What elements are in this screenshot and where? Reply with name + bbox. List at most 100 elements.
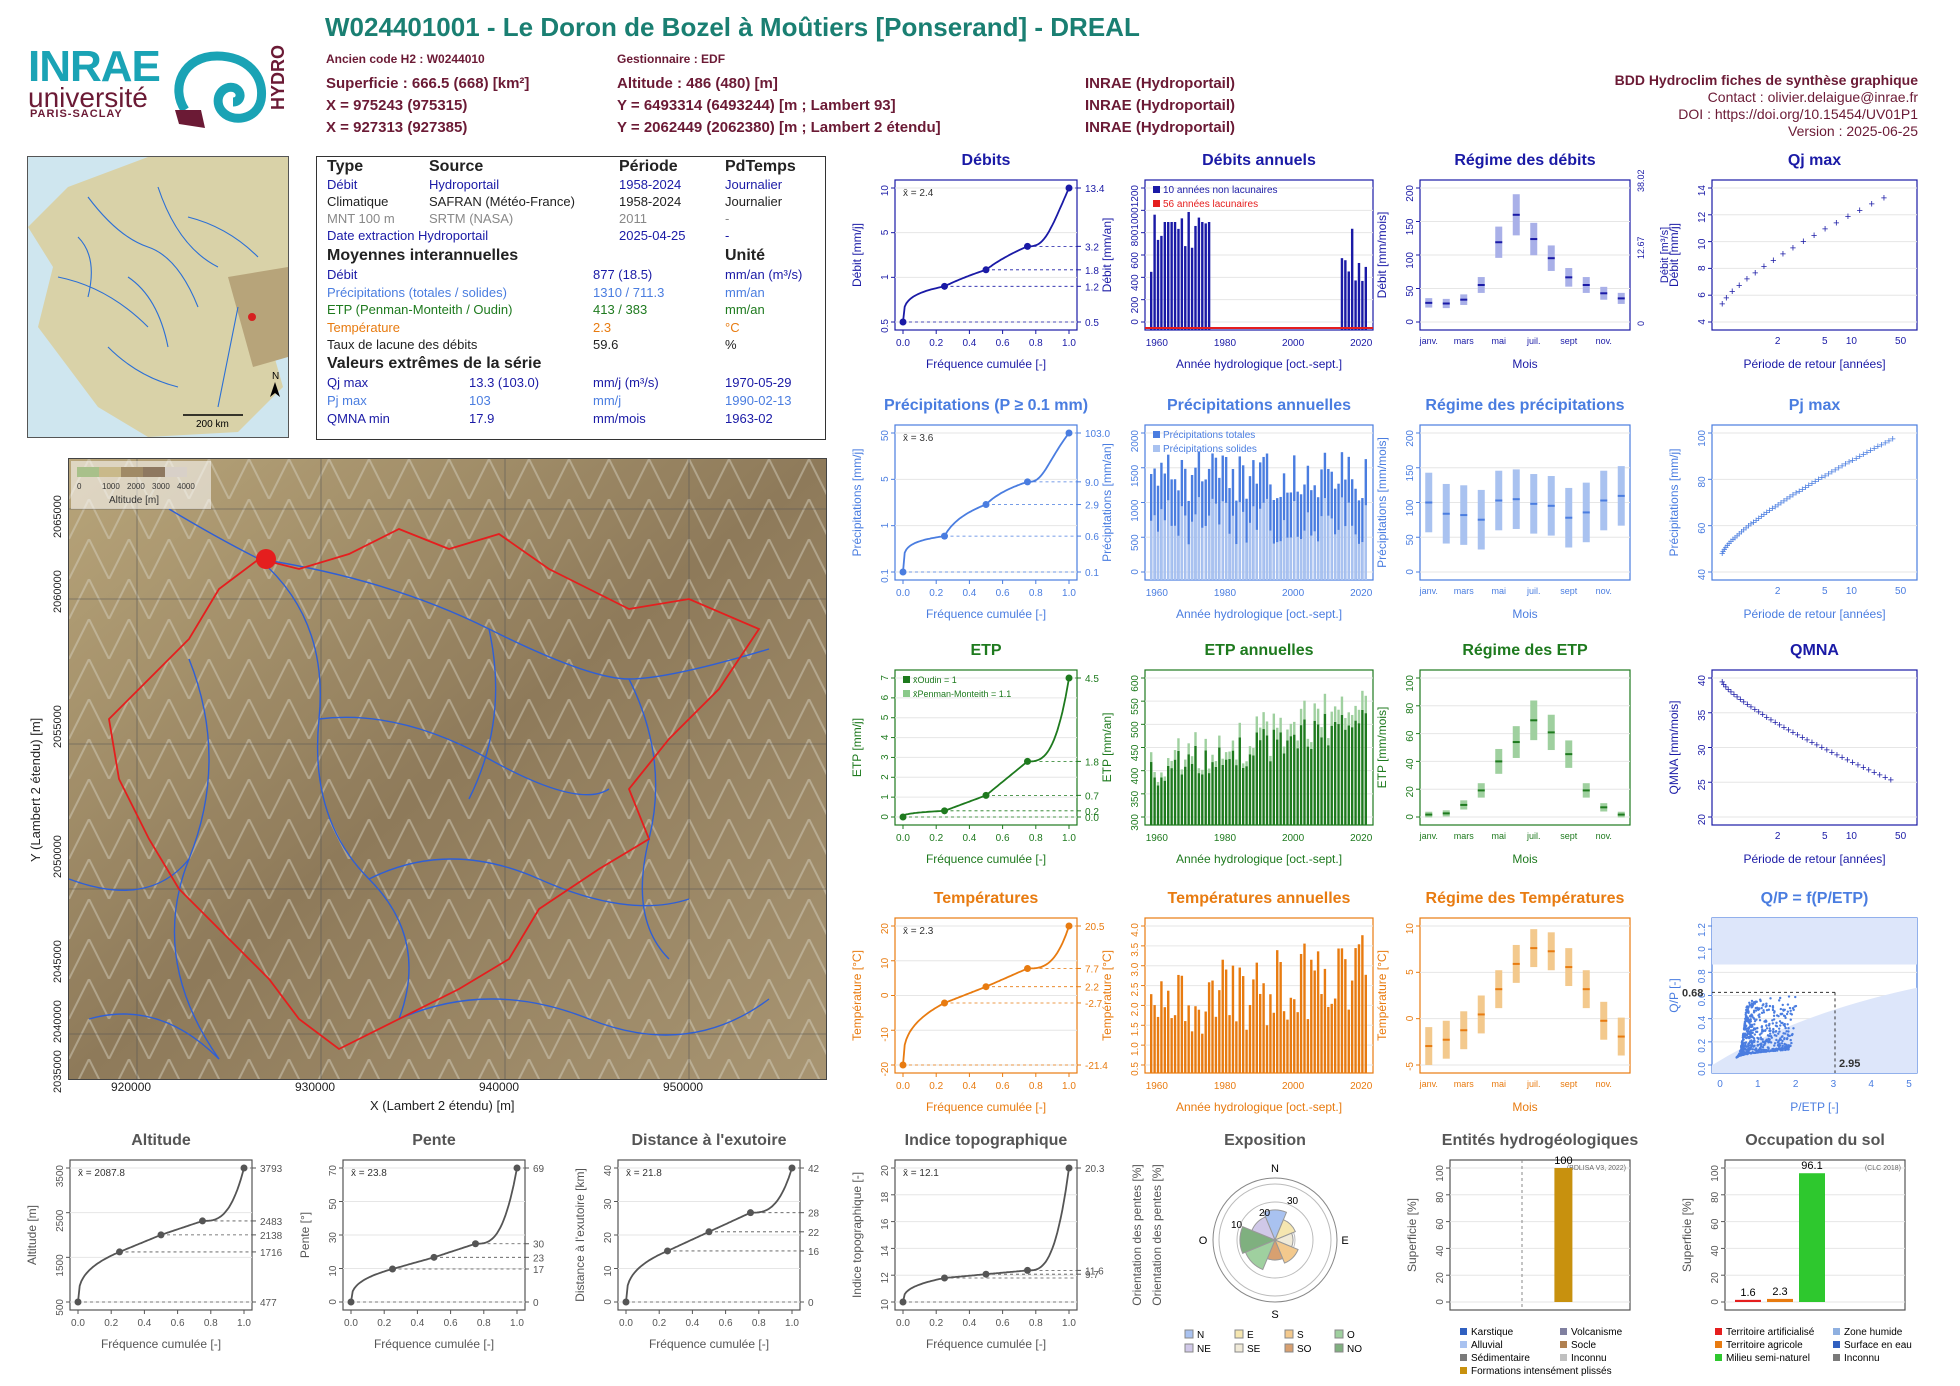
annual-bar: [1282, 1011, 1286, 1073]
annual-bar-solid: [1364, 505, 1367, 580]
y-tick-label: 4.0: [1130, 923, 1141, 937]
annual-bar: [1204, 1011, 1207, 1073]
x-tick-label: 5: [1822, 336, 1828, 347]
y-tick-label: 5: [880, 229, 891, 235]
x-tick-label: 2020: [1350, 1081, 1373, 1092]
annual-bar: [1272, 729, 1276, 825]
retour-point: +: [1737, 694, 1743, 706]
qp-point: [1789, 1018, 1792, 1021]
qp-point: [1778, 996, 1782, 1000]
chart-regime_t: Régime des Températures Mois Température […: [1360, 886, 1690, 1114]
y-axis-label: Température [°C]: [1100, 950, 1114, 1041]
exposition-sector: [1239, 1225, 1277, 1255]
moy-cell: Débit: [327, 267, 358, 282]
y-tick-label: 1200: [1130, 185, 1141, 208]
page-title: W024401001 - Le Doron de Bozel à Moûtier…: [325, 12, 1140, 42]
occupation-bar: [1735, 1299, 1761, 1302]
qp-point: [1779, 1038, 1782, 1041]
annual-bar-pm: [1296, 740, 1299, 749]
y-tick-label: 1000: [1130, 499, 1141, 522]
qp-point: [1777, 1014, 1780, 1018]
retour-point: +: [1806, 480, 1812, 492]
annual-bar: [1269, 994, 1272, 1073]
x-tick-label: 0.2: [929, 1081, 943, 1092]
qp-point: [1742, 1053, 1745, 1056]
qp-point: [1752, 1051, 1755, 1055]
chart-title: Régime des ETP: [1462, 642, 1588, 659]
x-axis-label: Fréquence cumulée [-]: [926, 852, 1046, 866]
chart-title: Pente: [412, 1132, 456, 1149]
qp-point: [1773, 1034, 1777, 1037]
right-tick-label: 17: [533, 1265, 545, 1276]
annual-bar: [1296, 491, 1299, 580]
legend-label: Volcanisme: [1571, 1327, 1623, 1338]
qp-point: [1785, 1030, 1788, 1033]
annual-bar: [1327, 745, 1330, 825]
month-label: mars: [1454, 831, 1474, 841]
qp-point: [1757, 1007, 1761, 1010]
legend-swatch: [903, 676, 910, 683]
y-tick-label: 1000: [1130, 207, 1141, 230]
qp-point: [1752, 1045, 1755, 1048]
x-axis-label: Fréquence cumulée [-]: [649, 1337, 769, 1351]
annual-bar-solid: [1316, 541, 1320, 580]
annual-bar-pm: [1364, 695, 1367, 714]
annual-bar: [1211, 980, 1214, 1073]
annual-bar: [1214, 1016, 1218, 1073]
plot-area: Mois ETP [mm/mois] 0 20 40 60 80 100 janv. mars ma…: [1375, 669, 1631, 866]
x-axis-label: Fréquence cumulée [-]: [926, 357, 1046, 371]
info-cell: SRTM (NASA): [429, 211, 514, 226]
retour-point: +: [1844, 755, 1850, 767]
y-axis-label: Pente [°]: [298, 1212, 312, 1258]
y-tick-label: 10: [880, 957, 891, 969]
qp-point: [1762, 1003, 1765, 1006]
moy-cell: Taux de lacune des débits: [327, 337, 478, 352]
x-tick-label: 1980: [1214, 588, 1237, 599]
annual-bar: [1153, 214, 1156, 330]
qp-point: [1745, 1029, 1749, 1033]
y-tick-label: 10: [1405, 923, 1416, 935]
annual-bar-solid: [1293, 501, 1296, 580]
quantile-point: [1065, 674, 1073, 682]
qp-point: [1744, 1011, 1748, 1014]
x-tick-label: 1960: [1146, 588, 1169, 599]
retour-point: +: [1738, 526, 1744, 538]
retour-point: +: [1888, 775, 1894, 787]
annual-bar: [1279, 496, 1282, 580]
minimap-north: N: [272, 371, 279, 382]
annual-bar: [1167, 222, 1170, 330]
qp-point: [1772, 1030, 1775, 1033]
universite-logo: université: [28, 82, 148, 113]
chart-svg-qp: P/ETP [-] Q/P [-] 0.0 0.2 0.4 0.6 0.8 1.0 1.2 0 1 2…: [1667, 917, 1918, 1114]
y-tick-label: 600: [1130, 252, 1141, 269]
y-tick-label: 500: [1130, 721, 1141, 738]
chart-hydrogeo: Entités hydrogéologiques Superficie [%] 0 2…: [1390, 1128, 1690, 1377]
y-tick-label: 6: [880, 694, 891, 700]
qp-point: [1777, 1040, 1780, 1043]
annual-bar: [1190, 247, 1194, 330]
x-tick-label: 2020: [1350, 338, 1373, 349]
annual-bar: [1177, 974, 1180, 1073]
qp-point: [1760, 1025, 1763, 1029]
annual-bar: [1245, 1029, 1248, 1073]
y-tick-label: 14: [1697, 185, 1708, 197]
plot-frame: [894, 669, 1078, 826]
x-tick-label: 0.0: [896, 588, 910, 599]
chart-title: Exposition: [1224, 1132, 1306, 1149]
ring: [1236, 1201, 1314, 1279]
annual-bar-pm: [1184, 759, 1187, 767]
annual-bar-pm: [1313, 703, 1316, 721]
month-label: mai: [1491, 1079, 1506, 1089]
retour-point: +: [1768, 714, 1774, 726]
occupation-bar: [1767, 1298, 1793, 1302]
y-tick-label: 2000: [1130, 430, 1141, 453]
annual-bar-pm: [1187, 743, 1190, 755]
y-tick-label: 0.0: [1697, 1062, 1708, 1076]
x-tick-label: 1980: [1214, 833, 1237, 844]
qp-point: [1743, 1047, 1746, 1051]
y-tick-label: 2500: [55, 1209, 66, 1232]
plot-frame: [1711, 424, 1918, 581]
annual-bar-pm: [1190, 756, 1194, 764]
retour-point: +: [1761, 509, 1767, 521]
y-axis-label: Précipitations [mm/an]: [1100, 443, 1114, 562]
